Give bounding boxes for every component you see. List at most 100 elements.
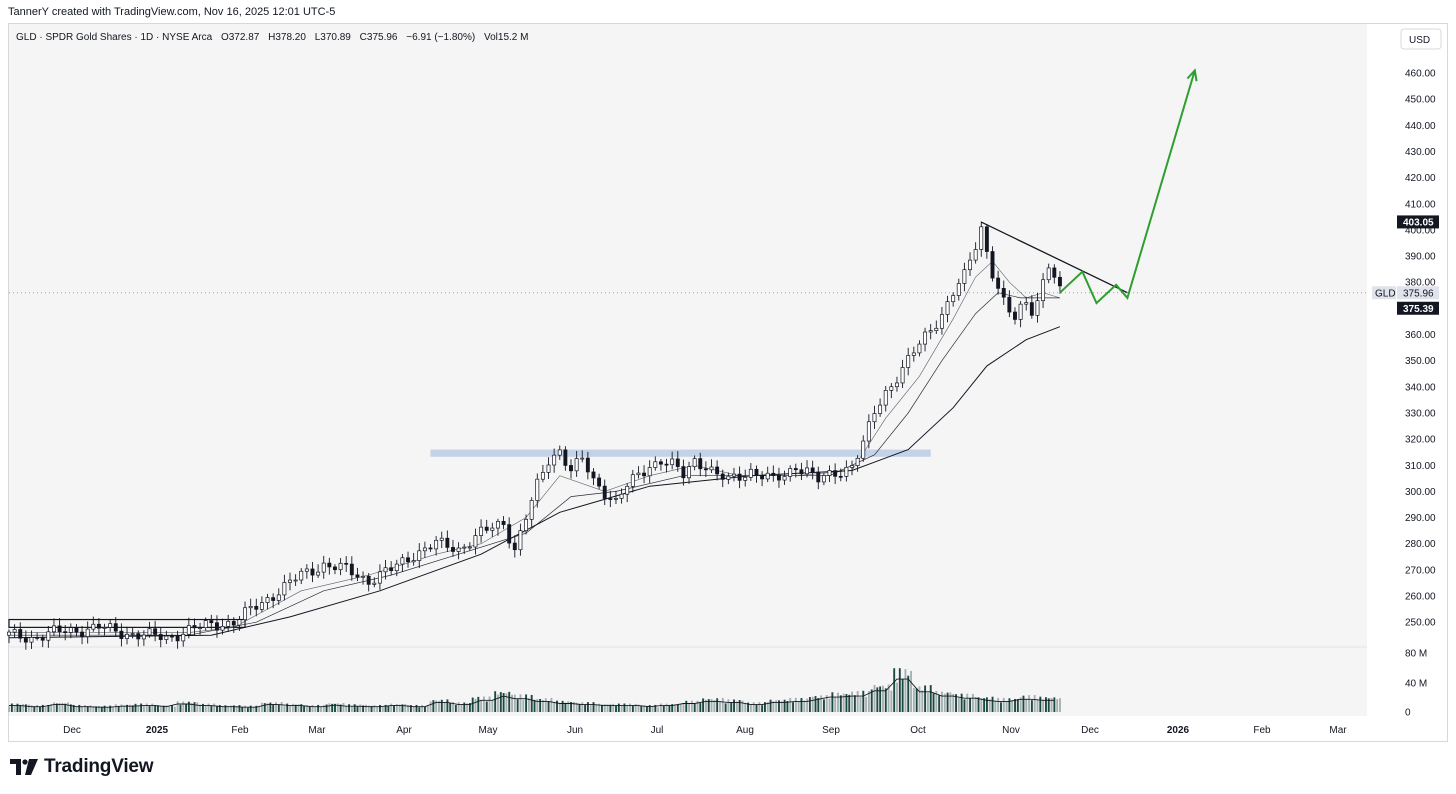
volume-bar [615, 705, 617, 712]
candle-body [648, 467, 651, 475]
volume-bar [351, 707, 353, 712]
volume-bar [25, 704, 27, 712]
candle-body [671, 459, 674, 465]
candle-body [24, 638, 27, 642]
volume-bar [750, 704, 752, 712]
volume-bar [528, 698, 530, 712]
candle-body [603, 486, 606, 498]
candle-body [524, 519, 527, 530]
volume-bar [106, 707, 108, 712]
candle-body [479, 527, 482, 535]
candle-body [890, 387, 893, 391]
volume-bar [961, 694, 963, 712]
candle-body [716, 467, 719, 474]
volume-bar [725, 703, 727, 712]
volume-bar [458, 702, 460, 712]
volume-bar [618, 704, 620, 712]
volume-bar [907, 676, 909, 712]
volume-bar [927, 693, 929, 712]
volume-bar [396, 704, 398, 712]
price-pane[interactable] [9, 24, 1367, 646]
candle-body [845, 467, 848, 476]
volume-bar [947, 693, 949, 712]
volume-bar [115, 704, 117, 712]
volume-bar [694, 704, 696, 712]
candle-body [311, 569, 314, 575]
candle-body [693, 459, 696, 467]
candle-body [536, 479, 539, 500]
candle-body [243, 608, 246, 620]
volume-bar [666, 704, 668, 712]
volume-bar [716, 698, 718, 712]
price-axis[interactable]: 460.00 450.00 440.00 430.00 420.00 410.00 400.… [1405, 69, 1436, 629]
candle-body [440, 538, 443, 540]
candle-body [390, 568, 393, 571]
candle-body [131, 634, 134, 635]
time-tick-label: Feb [1253, 725, 1271, 736]
volume-bar [328, 703, 330, 712]
volume-bar [455, 705, 457, 712]
time-axis-area[interactable] [9, 718, 1367, 741]
volume-bar [33, 706, 35, 712]
volume-bar [317, 705, 319, 712]
candle-body [361, 576, 364, 577]
volume-bar [463, 703, 465, 712]
volume-bar [143, 706, 145, 712]
volume-bar [966, 694, 968, 712]
price-tick-label: 420.00 [1405, 173, 1436, 184]
volume-bar [323, 705, 325, 712]
candle-body [429, 548, 432, 549]
volume-bar [1008, 698, 1010, 712]
candle-body [912, 353, 915, 356]
volume-bar [713, 700, 715, 712]
candle-body [249, 606, 252, 607]
time-tick-label: Feb [231, 725, 249, 736]
candle-body [13, 630, 16, 633]
candle-body [783, 476, 786, 480]
price-tick-label: 460.00 [1405, 69, 1436, 80]
volume-bar [137, 705, 139, 712]
volume-bar [553, 702, 555, 712]
candle-body [36, 637, 39, 638]
candle-body [142, 635, 145, 639]
resistance-zone [431, 450, 931, 457]
volume-bar [539, 699, 541, 712]
candle-body [294, 580, 297, 581]
price-tick-label: 340.00 [1405, 382, 1436, 393]
candle-body [232, 621, 235, 625]
volume-bar [660, 704, 662, 712]
tradingview-logo[interactable]: TradingView [10, 756, 153, 778]
candle-body [923, 332, 926, 344]
volume-axis[interactable]: 80 M 40 M 0 [1405, 649, 1427, 719]
volume-bar [992, 697, 994, 712]
candle-body [952, 296, 955, 302]
volume-bar [514, 695, 516, 712]
volume-bar [404, 704, 406, 712]
price-tick-label: 310.00 [1405, 461, 1436, 472]
volume-bar [154, 705, 156, 712]
candle-body [80, 632, 83, 637]
candle-body [1047, 268, 1050, 280]
candle-body [103, 627, 106, 628]
volume-bar [564, 703, 566, 712]
volume-bar [699, 703, 701, 712]
volume-bar [949, 692, 951, 712]
volume-bar [14, 706, 16, 712]
candle-body [474, 536, 477, 547]
time-tick-label: Oct [910, 725, 926, 736]
volume-bar [444, 702, 446, 712]
candle-body [834, 471, 837, 477]
candle-body [97, 624, 100, 628]
candle-body [69, 628, 72, 633]
volume-bar [250, 706, 252, 712]
volume-bar [545, 698, 547, 712]
time-tick-label: Mar [1329, 725, 1347, 736]
candle-body [547, 465, 550, 472]
candle-body [238, 620, 241, 625]
volume-bar [53, 702, 55, 712]
volume-bar [593, 702, 595, 712]
volume-bar [449, 703, 451, 712]
volume-bar [986, 697, 988, 712]
volume-bar [177, 701, 179, 712]
